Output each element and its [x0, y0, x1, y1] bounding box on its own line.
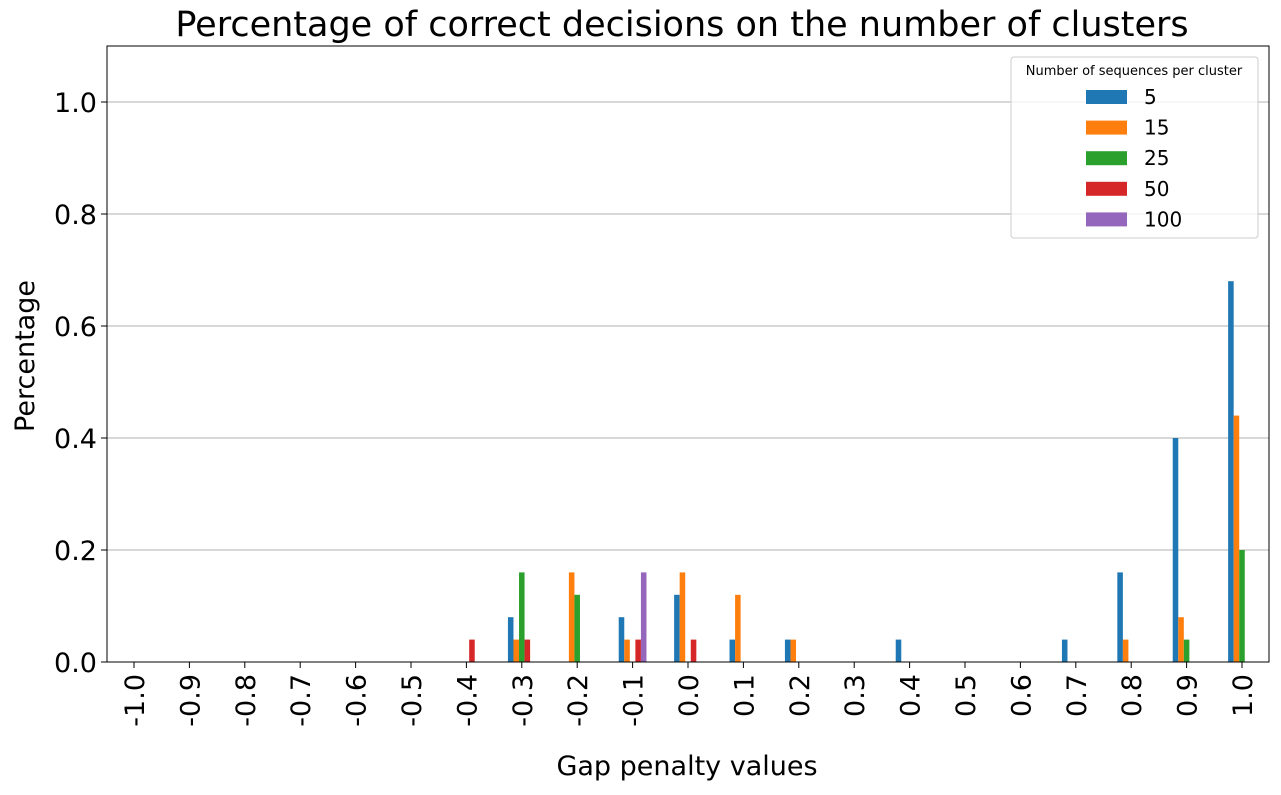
bar-series-15--0.3 — [513, 639, 520, 662]
legend-label-50: 50 — [1144, 177, 1169, 201]
x-tick-label: -0.1 — [619, 674, 650, 727]
bar-series-25--0.2 — [574, 594, 580, 662]
legend-swatch-100 — [1086, 212, 1127, 227]
legend-label-5: 5 — [1144, 85, 1157, 109]
x-axis-label: Gap penalty values — [556, 751, 817, 782]
bar-series-100--0.1 — [640, 572, 647, 662]
bar-series-25--0.3 — [519, 572, 525, 662]
legend-swatch-50 — [1086, 181, 1127, 196]
x-tick-label: -0.9 — [175, 674, 206, 727]
y-tick-label: 0.8 — [54, 200, 97, 231]
bar-series-15-0.8 — [1122, 639, 1129, 662]
x-tick-label: -0.8 — [231, 674, 262, 727]
x-tick-label: -0.5 — [397, 674, 428, 727]
bar-series-15-0.9 — [1178, 617, 1184, 662]
x-tick-label: 0.2 — [785, 674, 816, 717]
legend-label-25: 25 — [1144, 146, 1169, 170]
chart-title: Percentage of correct decisions on the n… — [175, 5, 1188, 45]
bar-series-5-0.1 — [729, 639, 736, 662]
x-tick-label: 0.5 — [951, 674, 982, 717]
bar-series-25-0.9 — [1183, 639, 1190, 662]
legend-label-15: 15 — [1144, 116, 1169, 140]
x-tick-label: -0.6 — [342, 674, 373, 727]
x-tick-label: 0.1 — [729, 674, 760, 717]
x-tick-label: -0.3 — [508, 674, 539, 727]
bar-series-15--0.2 — [568, 572, 575, 662]
bar-series-5--0.3 — [507, 617, 514, 662]
legend-swatch-25 — [1086, 151, 1127, 166]
legend-items: 5 15 25 50 100 — [1086, 85, 1182, 231]
y-tick-label: 0.0 — [54, 648, 97, 679]
x-tick-label: 0.6 — [1006, 674, 1037, 717]
bar-series-5-0.7 — [1061, 639, 1068, 662]
bar-series-15-0.2 — [790, 639, 797, 662]
x-tick-label: -0.7 — [286, 674, 317, 727]
bar-series-50--0.3 — [524, 639, 531, 662]
bar-series-5-0.4 — [895, 639, 902, 662]
bar-series-50--0.4 — [469, 639, 475, 662]
bar-series-5-0.9 — [1172, 438, 1179, 662]
bar-series-50-0.0 — [690, 639, 697, 662]
bar-series-15-1.0 — [1233, 415, 1240, 662]
legend-box — [1010, 56, 1259, 239]
x-tick-label: -1.0 — [120, 674, 151, 727]
x-tick-label: 0.0 — [674, 674, 705, 717]
x-tick-label: 0.3 — [840, 674, 871, 717]
x-tick-label: 0.9 — [1173, 674, 1204, 717]
bar-series-5-1.0 — [1228, 281, 1234, 662]
bar-series-50--0.1 — [635, 639, 641, 662]
x-tick-label: 0.7 — [1062, 674, 1093, 717]
bar-series-25-1.0 — [1239, 550, 1245, 662]
x-tick-label: -0.4 — [452, 674, 483, 727]
x-tick-label: 0.8 — [1117, 674, 1148, 717]
y-tick-label: 0.6 — [54, 312, 97, 343]
legend-swatch-5 — [1086, 90, 1127, 104]
legend: Number of sequences per cluster 5 15 25 50 1… — [1010, 56, 1259, 239]
axes: 0.0 0.2 0.4 0.6 0.8 1.0 -1.0 -0.9 -0.8 -0.7 -0.6 -0… — [54, 88, 1259, 727]
y-axis-label: Percentage — [10, 280, 41, 432]
legend-label-100: 100 — [1144, 207, 1182, 231]
bar-series-5-0.2 — [784, 639, 791, 662]
bar-series-5-0.8 — [1117, 572, 1123, 662]
x-tick-label: -0.2 — [563, 674, 594, 727]
bar-series-15--0.1 — [624, 639, 630, 662]
legend-title: Number of sequences per cluster — [1026, 64, 1243, 79]
legend-swatch-15 — [1086, 120, 1127, 135]
bars — [469, 281, 1245, 662]
y-tick-label: 0.4 — [54, 424, 97, 455]
y-tick-label: 0.2 — [54, 536, 97, 567]
bar-series-15-0.1 — [735, 594, 741, 662]
y-tick-label: 1.0 — [54, 88, 97, 119]
bar-series-5-0.0 — [674, 594, 680, 662]
x-tick-label: 1.0 — [1228, 674, 1259, 717]
bar-series-15-0.0 — [679, 572, 686, 662]
bar-series-5--0.1 — [618, 617, 625, 662]
x-tick-label: 0.4 — [896, 674, 927, 717]
